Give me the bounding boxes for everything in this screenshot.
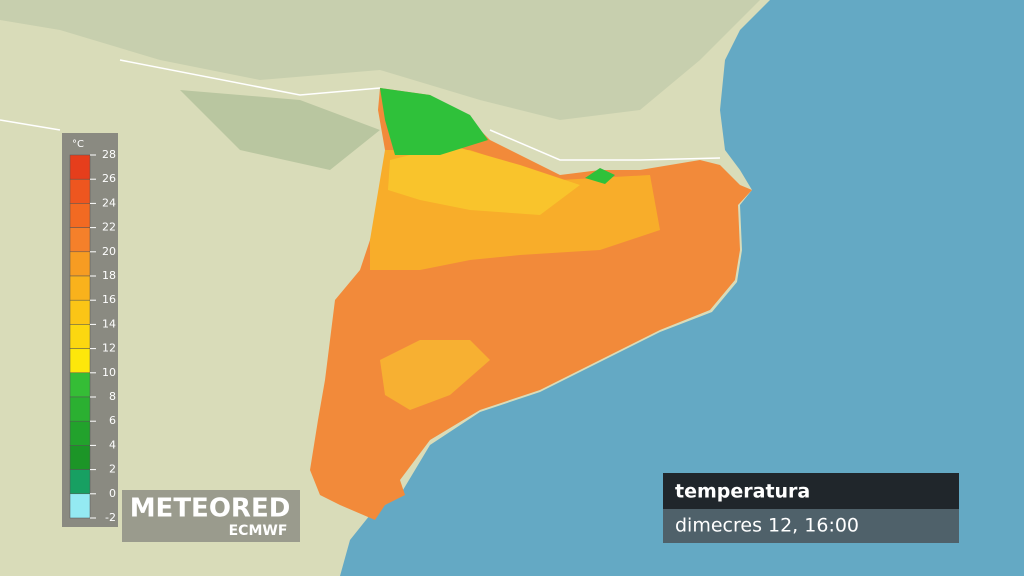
legend-swatch	[69, 445, 91, 470]
legend-tick-label: 18	[102, 269, 116, 282]
legend-swatch	[69, 154, 91, 180]
legend-tick-label: -2	[105, 511, 116, 524]
legend-swatch	[69, 227, 91, 253]
logo-box	[122, 490, 300, 542]
legend-tick-label: 0	[109, 487, 116, 500]
legend-swatch	[69, 469, 91, 495]
legend-tick-label: 8	[109, 390, 116, 403]
legend-swatch	[69, 348, 91, 374]
legend-tick-label: 6	[109, 414, 116, 427]
legend-tick-label: 2	[109, 463, 116, 476]
info-title: temperatura	[675, 481, 810, 503]
legend-swatch	[69, 203, 91, 228]
legend-swatch	[69, 251, 91, 277]
info-header	[663, 473, 959, 509]
cold-zone	[380, 88, 488, 155]
legend-tick-label: 24	[102, 196, 116, 209]
legend-tick-label: 28	[102, 148, 116, 161]
legend-swatch	[69, 420, 91, 446]
legend-tick-label: 22	[102, 221, 116, 234]
legend-tick-label: 26	[102, 172, 116, 185]
mild-zone	[380, 340, 490, 410]
cold-zone	[585, 168, 615, 184]
logo-brand: METEORED	[130, 494, 291, 524]
legend-tick-label: 20	[102, 245, 116, 258]
legend-tick-label: 10	[102, 366, 116, 379]
legend-swatch	[69, 299, 91, 325]
legend-swatch	[69, 396, 91, 422]
legend-tick-label: 16	[102, 293, 116, 306]
legend-swatch	[69, 324, 91, 349]
border	[0, 59, 721, 161]
info-time: dimecres 12, 16:00	[675, 515, 859, 537]
mountains	[0, 0, 760, 120]
legend-unit: °C	[72, 139, 84, 150]
legend-tick-label: 14	[102, 317, 116, 330]
legend-tick-label: 4	[109, 438, 116, 451]
legend-swatch	[69, 493, 91, 519]
info-body	[663, 509, 959, 543]
pyrenees	[180, 90, 380, 170]
legend-swatch	[69, 178, 91, 204]
legend-swatch	[69, 372, 91, 398]
logo-source: ECMWF	[229, 523, 288, 539]
legend-tick-label: 12	[102, 342, 116, 355]
legend-swatch	[69, 275, 91, 301]
mild-zone	[388, 145, 580, 215]
sea	[340, 0, 1024, 576]
